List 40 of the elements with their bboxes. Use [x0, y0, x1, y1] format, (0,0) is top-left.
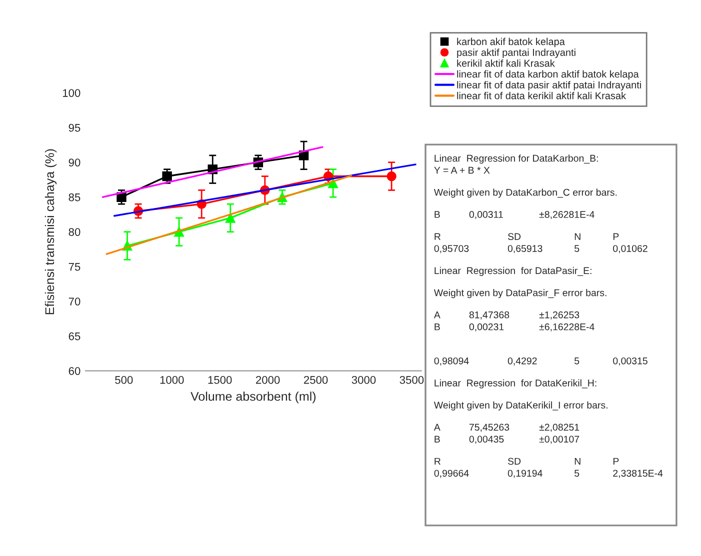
text: R SD N P 0,99664 0,19194 5 2,33815E-4 [434, 458, 663, 478]
x-tick-label: 2000 [256, 376, 280, 384]
x-axis-title: Volume absorbent (ml) [190, 392, 316, 404]
text: Weight given by DataKarbon_C error bars. [434, 188, 617, 198]
point [386, 171, 396, 182]
y-axis-title: Efisiensi transmisi cahaya (%) [44, 149, 57, 314]
y-tick-label: 95 [68, 124, 80, 132]
y-tick-label: 60 [68, 367, 80, 375]
y-tick-label: 75 [68, 262, 80, 271]
y-tick-label: 90 [68, 158, 80, 166]
legend-label: pasir aktif pantai Indrayanti [457, 48, 576, 58]
point [162, 171, 172, 182]
text: Linear Regression for DataPasir_E: [434, 266, 592, 276]
x-tick-label: 500 [115, 376, 133, 384]
legend-label: linear fit of data pasir aktif patai Indrayanti [457, 81, 641, 90]
x-tick-label: 3000 [352, 376, 376, 384]
text: Linear Regression for DataKerikil_H: [434, 379, 596, 388]
text: A 81,47368 ±1,26253 B 0,00231 ±6,16228E-4 [434, 311, 594, 332]
text: A 75,45263 ±2,08251 B 0,00435 ±0,00107 [434, 424, 580, 444]
x-tick-label: 2500 [304, 376, 328, 384]
legend-label: kerikil aktif kali Krasak [457, 59, 555, 67]
y-tick-label: 85 [68, 193, 80, 202]
text: Linear Regression for DataKarbon_B: Y = A + B * X [434, 154, 598, 174]
x-tick-label: 1500 [208, 376, 232, 384]
y-tick-label: 100 [62, 89, 80, 97]
legend-label: karbon akif batok kelapa [457, 38, 565, 48]
y-tick-label: 65 [68, 332, 80, 340]
x-tick-label: 3500 [400, 376, 424, 384]
text: Weight given by DataPasir_F error bars. [434, 289, 606, 298]
text: 0,98094 0,4292 5 0,00315 [434, 357, 648, 366]
text: R SD N P 0,95703 0,65913 5 0,01062 [434, 233, 648, 254]
x-tick-label: 1000 [160, 376, 184, 384]
y-tick-label: 70 [68, 298, 80, 306]
y-tick-label: 80 [68, 228, 80, 236]
legend-label: linear fit of data karbon aktif batok kelapa [457, 70, 639, 80]
text: B 0,00311 ±8,26281E-4 [434, 211, 594, 220]
point [116, 192, 126, 202]
text: Weight given by DataKerikil_I error bars. [434, 401, 608, 410]
point [226, 213, 236, 223]
legend-label: linear fit of data kerikil aktif kali Krasak [457, 92, 626, 100]
